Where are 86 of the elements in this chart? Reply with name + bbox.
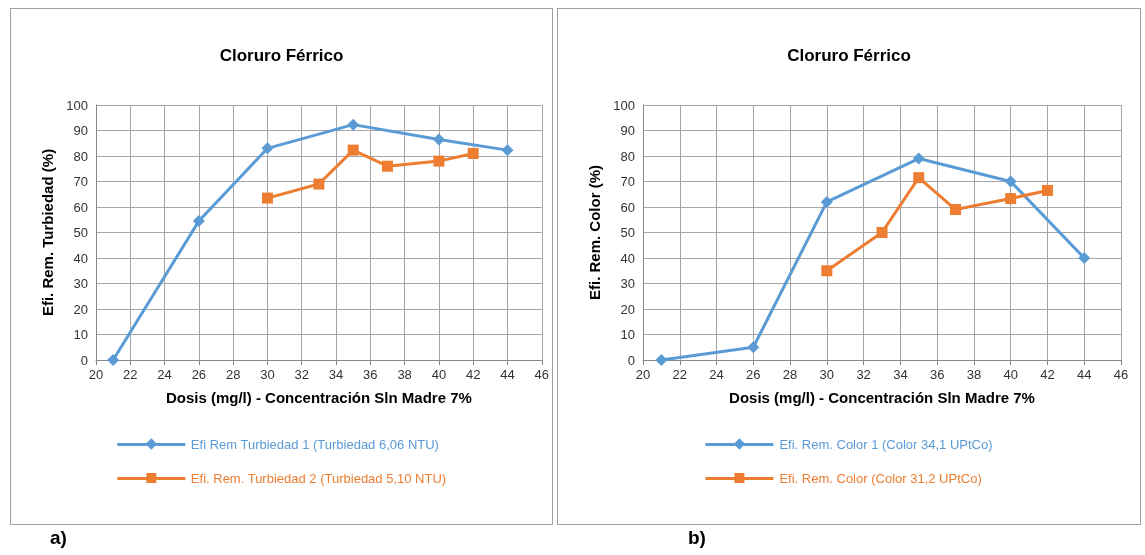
x-tick-label: 42 [465,367,481,382]
x-tick-label: 34 [893,367,908,382]
point [192,215,205,228]
x-tick-label: 36 [363,367,378,382]
x-tick-label: 26 [746,367,761,382]
y-tick-label: 60 [620,199,635,215]
point [1041,184,1053,196]
x-tick-label: 40 [1003,367,1018,382]
point [1078,252,1091,264]
y-tick-label: 40 [620,250,635,266]
y-tick-label: 50 [620,225,635,240]
point [1005,193,1017,205]
y-tick-label: 10 [620,327,635,342]
x-tick-label: 46 [534,367,549,382]
y-tick-label: 80 [620,148,635,164]
y-tick-label: 50 [73,225,88,240]
point [501,144,514,157]
x-tick-label: 24 [709,367,724,382]
y-tick-label: 60 [73,199,88,215]
y-tick-label: 90 [73,123,88,138]
y-tick-label: 100 [66,97,88,113]
x-tick-label: 40 [431,367,447,382]
point [107,354,120,366]
text: Efi. Rem. Color (Color 31,2 UPtCo) [779,470,982,486]
x-tick-label: 32 [856,367,871,382]
x-tick-label: 26 [191,367,207,382]
x-tick-label: 22 [123,367,138,382]
point [467,147,479,159]
x-tick-label: 34 [328,367,344,382]
point [261,142,274,155]
x-tick-label: 20 [635,367,651,382]
y-tick-label: 100 [613,97,635,113]
text: Efi. Rem. Turbiedad 2 (Turbiedad 5,10 NTU) [190,470,447,486]
point [313,178,325,190]
y-axis-title: Efi. Rem. Turbiedad (%) [39,148,57,317]
y-tick-label: 40 [73,250,88,266]
point [433,155,445,167]
y-tick-label: 30 [620,276,635,291]
text: Efi. Rem. Color 1 (Color 34,1 UPtCo) [779,436,993,452]
point [655,354,668,366]
y-tick-label: 20 [620,301,635,317]
text: b) [688,527,706,549]
x-tick-label: 32 [294,367,309,382]
x-tick-label: 28 [782,367,798,382]
point [821,265,833,277]
x-tick-label: 44 [500,367,515,382]
y-tick-label: 90 [620,123,635,138]
point [913,172,925,184]
x-axis-title: Dosis (mg/l) - Concentración Sln Madre 7% [165,389,472,406]
point [347,144,359,156]
point [347,118,360,131]
y-tick-label: 80 [73,148,88,164]
point [432,133,445,146]
x-tick-label: 46 [1113,367,1129,382]
point [876,227,888,238]
y-tick-label: 20 [73,301,88,317]
point [950,204,962,216]
x-tick-label: 22 [672,367,687,382]
x-tick-label: 38 [397,367,412,382]
y-tick-label: 0 [80,352,88,368]
x-axis-title: Dosis (mg/l) - Concentración Sln Madre 7% [729,389,1035,406]
chart-title: Cloruro Férrico [787,46,911,65]
x-tick-label: 24 [157,367,172,382]
y-tick-label: 70 [73,174,88,189]
y-tick-label: 10 [73,327,88,342]
x-tick-label: 20 [88,367,104,382]
point [261,192,273,204]
text: a) [50,527,67,549]
x-tick-label: 44 [1077,367,1092,382]
point [1004,175,1017,188]
x-tick-label: 30 [819,367,835,382]
y-tick-label: 30 [73,276,88,291]
chart-title: Cloruro Férrico [219,46,344,65]
text: Efi Rem Turbiedad 1 (Turbiedad 6,06 NTU) [190,436,439,452]
x-tick-label: 38 [966,367,982,382]
x-tick-label: 28 [225,367,241,382]
point [912,152,925,165]
point [747,341,760,354]
x-tick-label: 36 [929,367,945,382]
x-tick-label: 30 [260,367,275,382]
point [820,195,833,208]
y-axis-title: Efi. Rem. Color (%) [586,164,604,301]
point [381,160,393,172]
y-tick-label: 70 [620,174,635,189]
y-tick-label: 0 [627,352,635,368]
x-tick-label: 42 [1040,367,1055,382]
